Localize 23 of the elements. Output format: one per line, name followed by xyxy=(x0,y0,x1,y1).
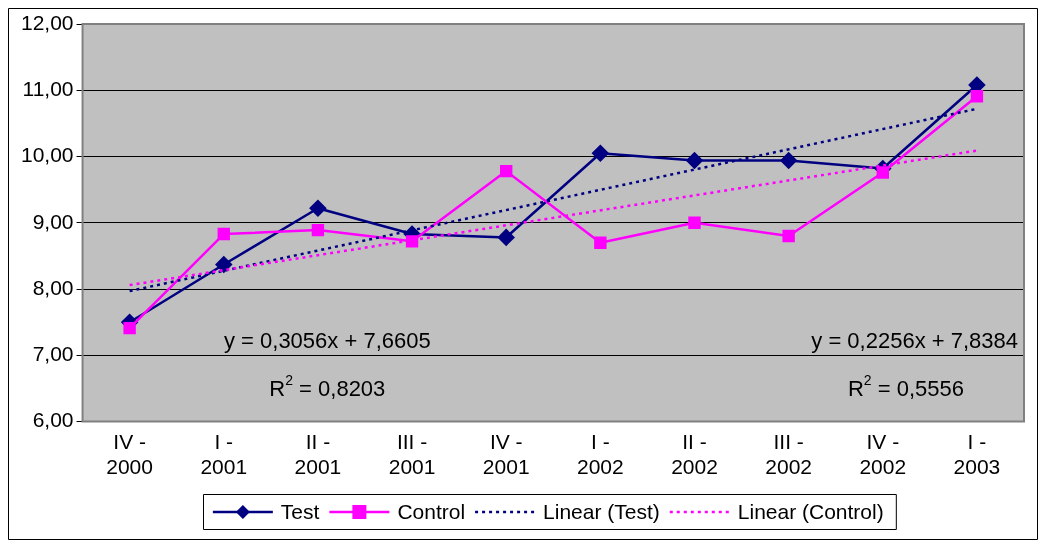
y-tick-label: 6,00 xyxy=(32,408,74,432)
legend-label: Control xyxy=(397,499,466,523)
x-tick-label: IV - 2001 xyxy=(482,430,530,479)
y-tick-label: 7,00 xyxy=(32,342,74,366)
y-tick-label: 12,00 xyxy=(20,10,74,34)
x-tick-label: IV - 2002 xyxy=(859,430,907,479)
y-tick-label: 8,00 xyxy=(32,275,74,299)
y-tick-label: 10,00 xyxy=(20,143,74,167)
x-tick-label: I - 2003 xyxy=(953,430,1001,479)
legend-label: Linear (Test) xyxy=(543,499,660,523)
annotation: y = 0,2256x + 7,8384 xyxy=(811,328,1019,354)
annotation: y = 0,3056x + 7,6605 xyxy=(223,328,431,354)
x-tick-label: I - 2002 xyxy=(576,430,624,479)
x-tick-label: IV - 2000 xyxy=(106,430,153,479)
x-tick-label: III - 2002 xyxy=(765,430,812,479)
x-tick-label: II - 2001 xyxy=(294,430,342,479)
legend-label: Test xyxy=(280,499,320,523)
x-tick-label: I - 2001 xyxy=(200,430,248,479)
y-tick-label: 11,00 xyxy=(22,77,74,101)
x-tick-label: II - 2002 xyxy=(671,430,718,479)
x-tick-label: III - 2001 xyxy=(388,430,436,479)
legend-label: Linear (Control) xyxy=(737,499,884,523)
y-tick-label: 9,00 xyxy=(32,209,74,233)
